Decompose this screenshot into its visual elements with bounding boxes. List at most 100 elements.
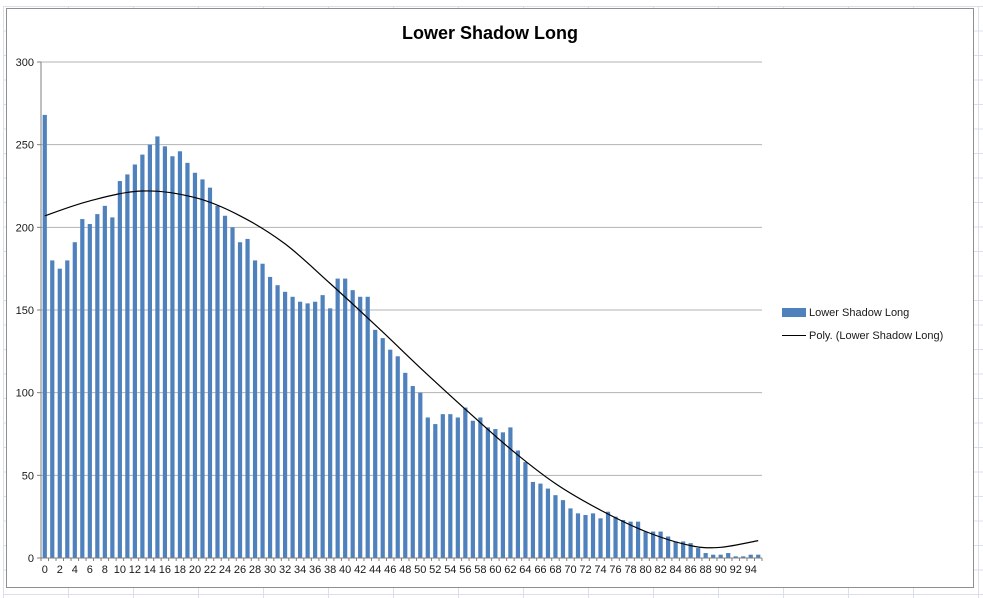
bar[interactable] [410, 386, 415, 558]
bar[interactable] [643, 531, 648, 558]
bar[interactable] [666, 536, 671, 558]
bar[interactable] [260, 263, 265, 558]
bar[interactable] [252, 260, 258, 558]
chart-title[interactable]: Lower Shadow Long [402, 23, 578, 43]
bar[interactable] [147, 144, 152, 559]
legend[interactable]: Lower Shadow Long Poly. (Lower Shadow Lo… [782, 301, 967, 347]
bar[interactable] [590, 513, 596, 558]
bar[interactable] [478, 417, 483, 558]
bar[interactable] [538, 483, 543, 558]
bar[interactable] [170, 156, 175, 559]
bar[interactable] [711, 554, 716, 558]
bar[interactable] [267, 276, 273, 558]
bar[interactable] [155, 136, 160, 558]
bar[interactable] [305, 303, 310, 558]
bar[interactable] [440, 414, 445, 558]
bar[interactable] [545, 488, 551, 558]
bar[interactable] [42, 114, 47, 558]
bar[interactable] [102, 205, 107, 558]
bar[interactable] [455, 417, 460, 558]
bar[interactable] [523, 462, 528, 558]
bar[interactable] [605, 511, 611, 558]
bar[interactable] [395, 356, 400, 558]
legend-entry-trendline[interactable]: Poly. (Lower Shadow Long) [782, 324, 967, 347]
bar[interactable] [380, 338, 385, 558]
bar[interactable] [373, 329, 378, 558]
bar[interactable] [57, 268, 62, 558]
bar[interactable] [230, 227, 235, 558]
trendline[interactable] [44, 190, 759, 549]
bar[interactable] [162, 146, 168, 558]
bar[interactable] [222, 215, 228, 558]
bar[interactable] [80, 219, 85, 558]
bar[interactable] [320, 295, 325, 558]
bar[interactable] [681, 541, 686, 558]
bar[interactable] [515, 450, 521, 558]
bar[interactable] [290, 296, 295, 558]
bar[interactable] [696, 548, 701, 558]
bar[interactable] [50, 260, 55, 558]
bar[interactable] [485, 427, 490, 558]
bar[interactable] [313, 301, 318, 558]
bar[interactable] [635, 521, 641, 558]
bar[interactable] [560, 500, 566, 558]
bar[interactable] [95, 214, 100, 559]
bar[interactable] [403, 372, 408, 558]
chart-object[interactable]: 0 50 100 150 200 250 300 0 2 4 6 8 10 12 14 16 18 20 22 24 2… [6, 8, 974, 588]
bar[interactable] [365, 296, 370, 558]
bar[interactable] [207, 187, 213, 558]
bar[interactable] [583, 515, 588, 558]
bar[interactable] [756, 554, 761, 558]
bar[interactable] [215, 205, 220, 558]
bar[interactable] [598, 518, 603, 558]
bar[interactable] [110, 217, 115, 558]
bar[interactable] [703, 553, 708, 558]
bar[interactable] [298, 301, 303, 558]
bar[interactable] [117, 181, 122, 559]
bar[interactable] [237, 242, 243, 558]
bar[interactable] [132, 164, 137, 558]
bar[interactable] [530, 481, 536, 558]
bar[interactable] [245, 238, 250, 558]
bar[interactable] [358, 296, 363, 558]
bar[interactable] [613, 516, 618, 558]
bar[interactable] [388, 349, 393, 558]
bar[interactable] [628, 521, 633, 558]
bar[interactable] [177, 151, 183, 558]
bar[interactable] [343, 278, 348, 558]
bar[interactable] [335, 278, 340, 558]
bar[interactable] [350, 290, 355, 558]
bar[interactable] [275, 285, 280, 558]
bar[interactable] [568, 508, 573, 558]
bar[interactable] [741, 556, 746, 558]
bar[interactable] [470, 420, 475, 558]
bar[interactable] [125, 174, 130, 558]
bar[interactable] [658, 531, 663, 558]
bar[interactable] [748, 554, 753, 558]
bar[interactable] [673, 541, 678, 558]
bar[interactable] [185, 162, 190, 558]
bar[interactable] [65, 260, 70, 558]
bar[interactable] [418, 392, 423, 558]
bar[interactable] [192, 172, 198, 558]
bar[interactable] [733, 556, 738, 558]
bar[interactable] [448, 414, 453, 558]
bar[interactable] [575, 513, 581, 558]
bar[interactable] [651, 531, 656, 558]
bar[interactable] [425, 417, 430, 558]
bar[interactable] [493, 429, 498, 558]
bar[interactable] [688, 543, 693, 558]
bar[interactable] [72, 242, 77, 558]
bar[interactable] [140, 154, 145, 558]
bar[interactable] [718, 554, 723, 558]
bar[interactable] [200, 179, 205, 558]
bar[interactable] [433, 424, 438, 558]
legend-entry-bar[interactable]: Lower Shadow Long [782, 301, 967, 324]
bar[interactable] [87, 224, 92, 558]
bar[interactable] [463, 407, 468, 558]
bar[interactable] [508, 427, 513, 558]
bar[interactable] [553, 495, 558, 558]
bar[interactable] [620, 519, 626, 558]
bar[interactable] [282, 291, 288, 558]
bar[interactable] [726, 553, 731, 558]
